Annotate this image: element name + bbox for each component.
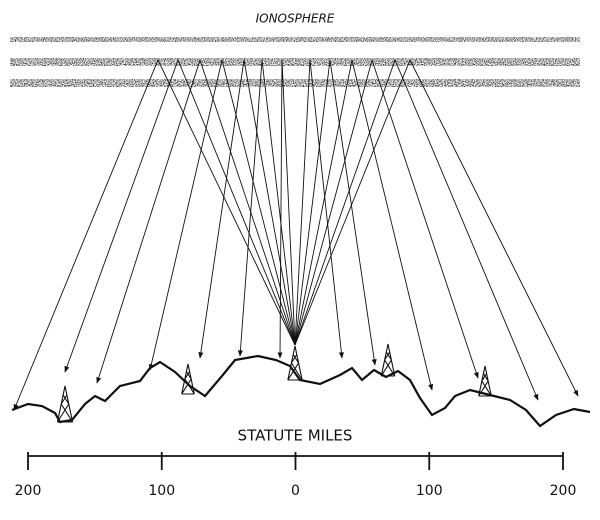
terrain [11, 354, 591, 428]
scale-label: 200 [550, 483, 577, 499]
scale-title: STATUTE MILES [238, 427, 353, 445]
ray [294, 58, 579, 397]
ray [148, 59, 296, 371]
scale-label: 200 [15, 483, 42, 499]
ionosphere-band [10, 58, 580, 66]
ray [294, 59, 344, 359]
tower [380, 343, 396, 377]
ray [294, 58, 539, 401]
ionosphere-label: IONOSPHERE [256, 12, 335, 26]
ray [96, 58, 296, 384]
ionosphere-band [10, 79, 580, 87]
ray [294, 58, 479, 379]
scale-label: 0 [291, 483, 300, 499]
ionosphere-bands [10, 37, 580, 87]
radio-rays [13, 58, 579, 411]
tower [56, 385, 74, 423]
tower [287, 345, 303, 381]
ray [237, 59, 296, 357]
ray [277, 59, 296, 359]
ray [64, 58, 296, 373]
scale: 200 100 0 100 200 [15, 452, 577, 499]
ray [294, 59, 377, 366]
tower [478, 365, 492, 397]
ionosphere-band [10, 37, 580, 42]
ray [294, 59, 434, 391]
ray [13, 58, 296, 411]
scale-label: 100 [416, 483, 443, 499]
ray [198, 59, 296, 359]
scale-label: 100 [148, 483, 175, 499]
towers [56, 343, 492, 423]
tower [181, 363, 195, 395]
